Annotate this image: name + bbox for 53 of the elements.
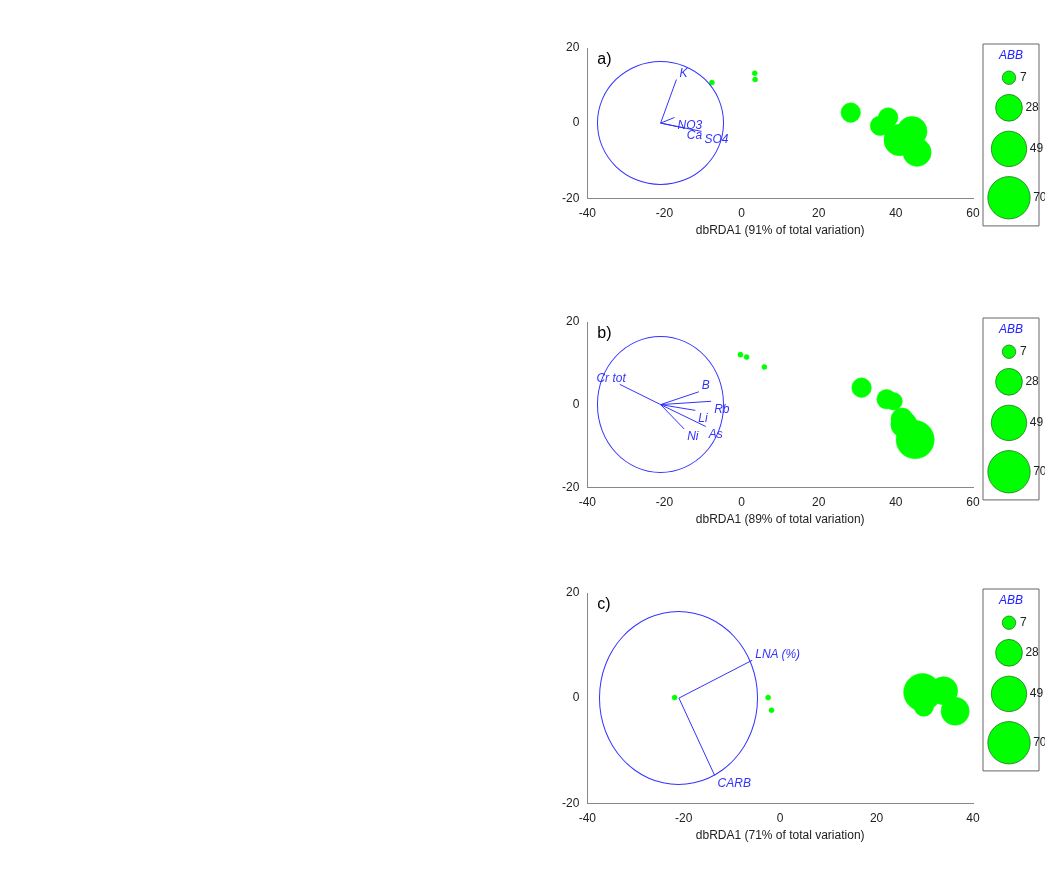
y-tick-label: -20 — [562, 795, 580, 810]
legend-label: 28 — [1025, 645, 1040, 660]
series-label: Ni — [687, 429, 699, 444]
x-tick-label: -40 — [578, 205, 597, 220]
x-tick-label: -20 — [675, 810, 693, 825]
y-tick-label: -20 — [562, 479, 580, 494]
x-tick-label: 60 — [966, 494, 980, 509]
legend-title: ABB — [997, 48, 1024, 63]
chart-title: c) — [597, 595, 611, 613]
y-tick-label: 0 — [572, 690, 580, 705]
x-axis-title: dbRDA1 (91% of total variation) — [695, 223, 865, 238]
legend-label: 49 — [1029, 141, 1044, 156]
series-label: CARB — [717, 775, 751, 790]
x-tick-label: -40 — [578, 810, 597, 825]
series-label: Ca — [686, 128, 703, 143]
series-label: Cr tot — [596, 370, 627, 385]
series-label: LNA (%) — [755, 646, 801, 661]
x-tick-label: 60 — [966, 205, 980, 220]
x-tick-label: 0 — [738, 205, 746, 220]
legend-label: 28 — [1025, 100, 1040, 115]
x-tick-label: 20 — [812, 494, 826, 509]
y-tick-label: 20 — [565, 314, 580, 329]
x-tick-label: 0 — [738, 494, 746, 509]
legend-title: ABB — [997, 593, 1024, 608]
x-tick-label: 40 — [889, 494, 903, 509]
y-tick-label: -20 — [562, 190, 580, 205]
x-tick-label: -20 — [655, 494, 674, 509]
x-tick-label: 40 — [966, 810, 980, 825]
chart-title: b) — [597, 324, 612, 342]
x-tick-label: 20 — [869, 810, 884, 825]
y-tick-label: 20 — [565, 40, 580, 55]
x-tick-label: -40 — [578, 494, 597, 509]
x-axis-title: dbRDA1 (71% of total variation) — [695, 828, 865, 843]
legend-label: 7 — [1020, 344, 1027, 359]
legend-label: 49 — [1029, 686, 1044, 701]
x-tick-label: -20 — [655, 205, 674, 220]
y-tick-label: 20 — [565, 585, 580, 600]
legend-label: 7 — [1020, 615, 1027, 630]
x-tick-label: 20 — [812, 205, 826, 220]
series-label: B — [701, 378, 710, 393]
legend-label: 7 — [1020, 70, 1027, 85]
series-label: As — [707, 426, 723, 441]
x-tick-label: 40 — [889, 205, 903, 220]
y-tick-label: 0 — [572, 115, 580, 130]
chart-title: a) — [597, 50, 612, 68]
series-label: Li — [698, 410, 708, 425]
series-label: K — [679, 65, 689, 80]
x-tick-label: 0 — [776, 810, 784, 825]
legend-label: 28 — [1025, 374, 1040, 389]
legend-title: ABB — [997, 322, 1024, 337]
x-axis-title: dbRDA1 (89% of total variation) — [695, 512, 865, 527]
legend-label: 49 — [1029, 415, 1044, 430]
y-tick-label: 0 — [572, 396, 580, 411]
